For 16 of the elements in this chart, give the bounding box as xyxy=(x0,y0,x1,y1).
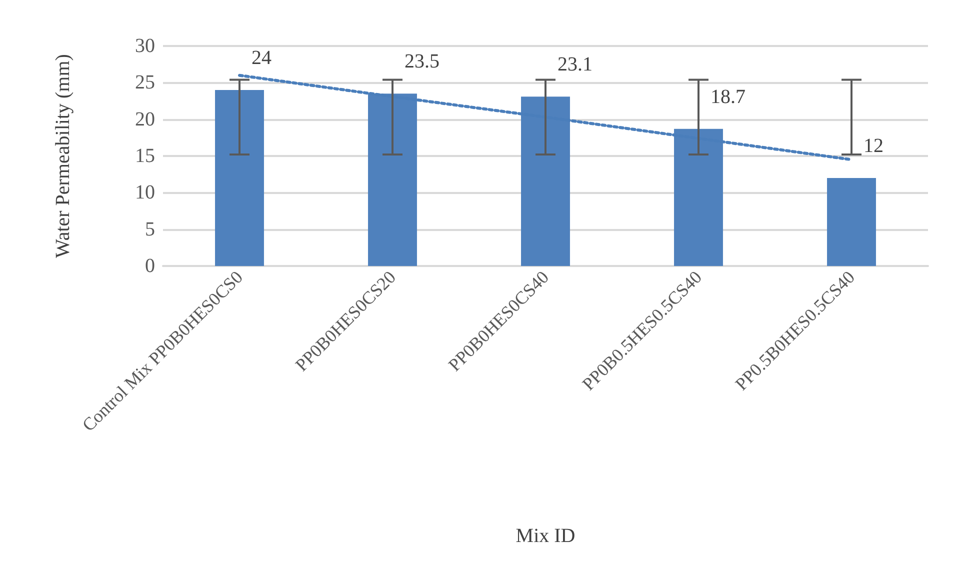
bar xyxy=(215,90,264,266)
y-tick-label: 5 xyxy=(145,218,155,240)
data-label: 12 xyxy=(864,135,884,157)
y-tick-label: 0 xyxy=(145,255,155,277)
y-tick-label: 25 xyxy=(135,72,155,94)
bar xyxy=(827,178,876,266)
data-label: 24 xyxy=(252,47,272,69)
y-axis-title: Water Permeability (mm) xyxy=(52,54,74,258)
y-tick-label: 20 xyxy=(135,108,155,130)
data-label: 23.1 xyxy=(558,54,592,76)
y-tick-label: 10 xyxy=(135,182,155,204)
x-axis-title: Mix ID xyxy=(516,525,576,547)
y-tick-label: 15 xyxy=(135,145,155,167)
data-label: 18.7 xyxy=(710,86,746,108)
data-label: 23.5 xyxy=(404,50,440,73)
y-tick-label: 30 xyxy=(135,35,155,57)
